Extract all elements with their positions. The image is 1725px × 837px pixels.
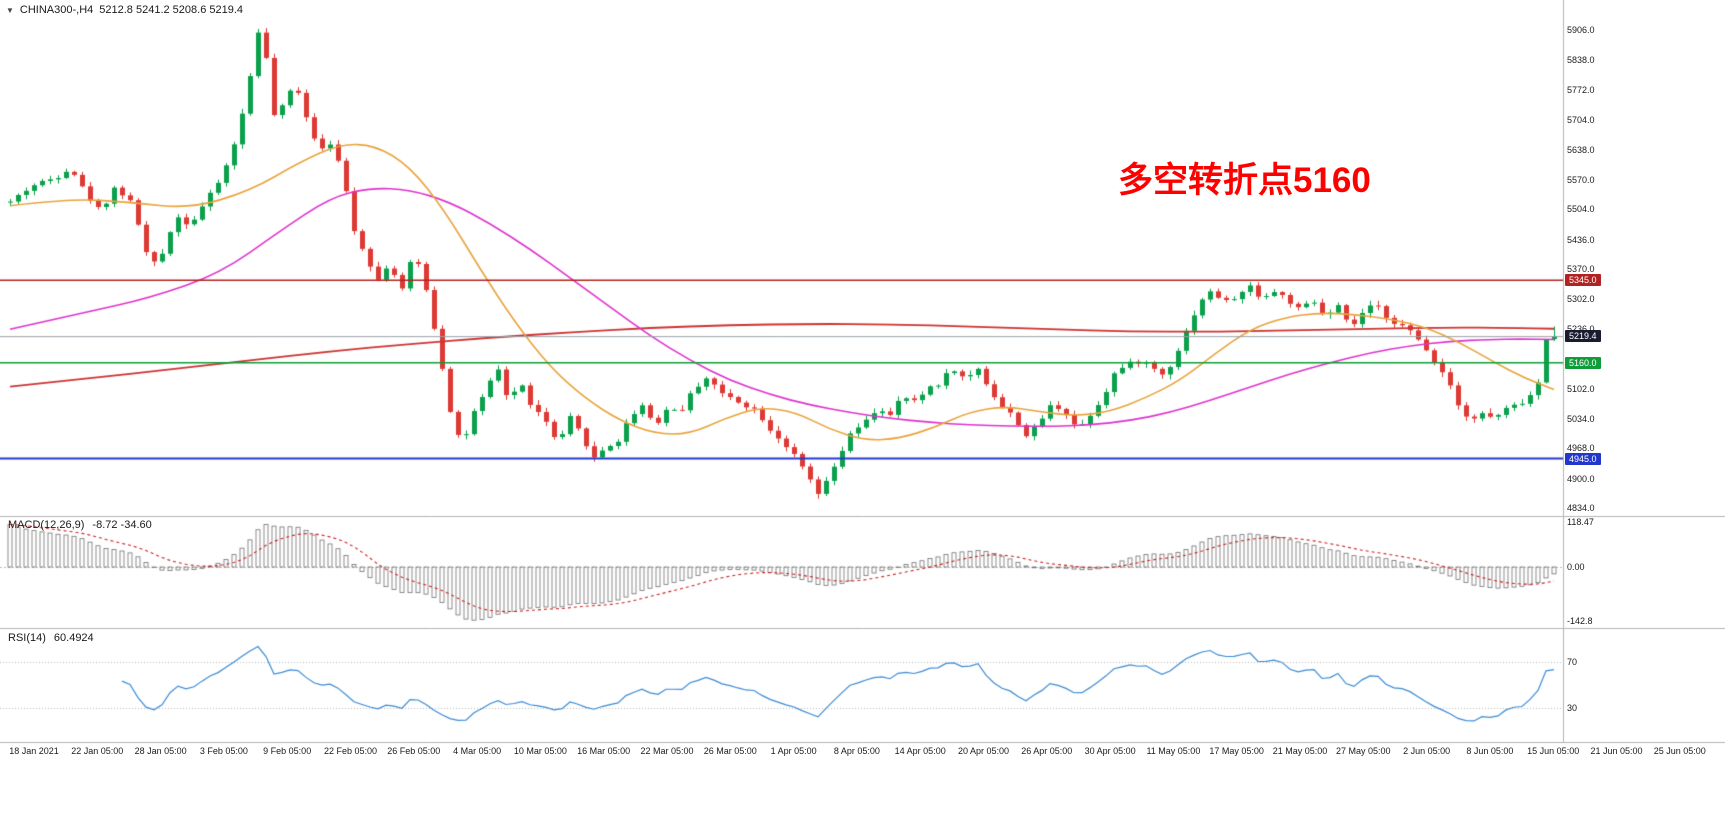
time-axis-label: 14 Apr 05:00 — [894, 746, 946, 756]
macd-values: -8.72 -34.60 — [92, 519, 152, 531]
time-axis-label: 2 Jun 05:00 — [1403, 746, 1451, 756]
price-tick-label: 5772.0 — [1567, 84, 1595, 95]
time-axis-label: 4 Mar 05:00 — [453, 746, 502, 756]
time-axis-label: 26 Apr 05:00 — [1021, 746, 1073, 756]
time-axis-label: 3 Feb 05:00 — [199, 746, 248, 756]
rsi-indicator-label: RSI(14) 60.4924 — [8, 632, 94, 644]
price-tick-label: 5638.0 — [1567, 144, 1595, 155]
time-axis-label: 8 Jun 05:00 — [1466, 746, 1514, 756]
price-tick-label: 5370.0 — [1567, 264, 1595, 274]
price-tick-label: 5102.0 — [1567, 383, 1595, 394]
annotation-text: 多空转折点5160 — [1118, 161, 1371, 200]
time-axis-label: 9 Feb 05:00 — [263, 746, 312, 756]
macd-indicator-label: MACD(12,26,9) -8.72 -34.60 — [8, 519, 152, 531]
time-axis-label: 28 Jan 05:00 — [134, 746, 187, 756]
price-tick-label: 5906.0 — [1567, 25, 1595, 35]
macd-name: MACD(12,26,9) — [8, 519, 85, 531]
time-axis-label: 20 Apr 05:00 — [957, 746, 1010, 756]
price-tick-label: 5034.0 — [1567, 413, 1595, 424]
current-price-tag: 5219.4 — [1565, 330, 1601, 343]
price-tick-label: 5838.0 — [1567, 55, 1595, 66]
time-axis-label: 22 Mar 05:00 — [640, 746, 694, 756]
time-axis-label: 11 May 05:00 — [1146, 746, 1201, 756]
time-axis-label: 22 Feb 05:00 — [323, 746, 378, 756]
price-tick-label: 5436.0 — [1567, 234, 1595, 245]
rsi-level-label: 30 — [1567, 703, 1578, 713]
price-tag: 5160.0 — [1565, 356, 1601, 369]
price-tick-label: 5236.0 — [1567, 323, 1595, 334]
price-tick-label: 4900.0 — [1567, 473, 1595, 484]
price-tag: 5345.0 — [1565, 274, 1601, 287]
rsi-value: 60.4924 — [53, 632, 94, 644]
time-axis-label: 21 Jun 05:00 — [1590, 746, 1643, 756]
macd-axis-label: 118.47 — [1567, 516, 1594, 527]
time-axis-label: 25 Jun 05:00 — [1653, 746, 1706, 756]
time-axis-label: 21 May 05:00 — [1272, 746, 1328, 756]
macd-axis-label: -142.8 — [1567, 616, 1593, 627]
symbol-name: CHINA300-,H4 — [19, 4, 94, 16]
symbol-ohlc-readout: 5212.8 5241.2 5208.6 5219.4 — [99, 4, 244, 16]
price-tick-label: 5504.0 — [1567, 204, 1595, 215]
rsi-level-label: 70 — [1567, 657, 1578, 667]
symbol-info-bar: ▼ CHINA300-,H4 5212.8 5241.2 5208.6 5219… — [6, 4, 243, 16]
time-axis-label: 17 May 05:00 — [1209, 746, 1264, 756]
time-axis-label: 26 Feb 05:00 — [387, 746, 441, 756]
time-axis-label: 8 Apr 05:00 — [833, 746, 880, 756]
macd-axis-label: 0.00 — [1567, 562, 1585, 572]
time-axis-label: 10 Mar 05:00 — [513, 746, 567, 756]
time-axis-label: 1 Apr 05:00 — [770, 746, 817, 756]
time-axis-label: 26 Mar 05:00 — [703, 746, 757, 756]
price-tick-label: 5570.0 — [1567, 174, 1595, 185]
price-tag: 4945.0 — [1565, 452, 1601, 465]
price-tick-label: 5704.0 — [1567, 115, 1595, 126]
time-axis-label: 22 Jan 05:00 — [71, 746, 124, 756]
time-axis-label: 30 Apr 05:00 — [1084, 746, 1136, 756]
time-axis-label: 16 Mar 05:00 — [577, 746, 631, 756]
rsi-name: RSI(14) — [8, 632, 46, 644]
time-axis-label: 15 Jun 05:00 — [1527, 746, 1580, 756]
price-tick-label: 4968.0 — [1567, 443, 1595, 454]
price-tick-label: 5302.0 — [1567, 294, 1595, 305]
chart-dropdown-icon[interactable]: ▼ — [6, 5, 14, 15]
time-axis-label: 18 Jan 2021 — [9, 746, 59, 756]
price-tick-label: 4834.0 — [1567, 503, 1595, 513]
time-axis-label: 27 May 05:00 — [1336, 746, 1391, 756]
